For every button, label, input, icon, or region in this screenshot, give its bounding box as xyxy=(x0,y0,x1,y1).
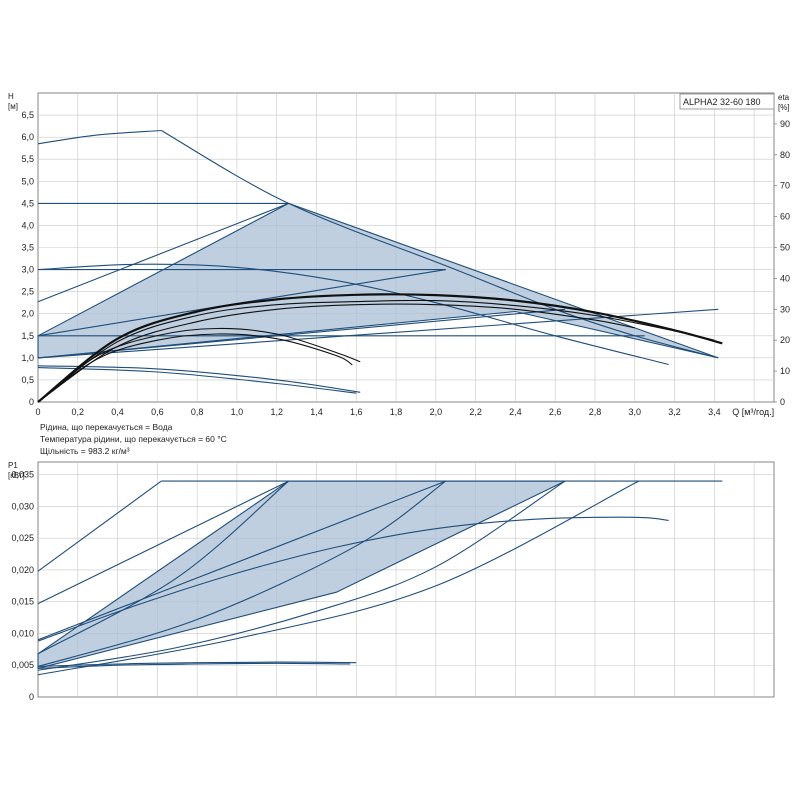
power-curve-8 xyxy=(37,516,669,642)
eta-tick-label: 50 xyxy=(780,243,790,253)
x-axis-title: Q [м³/год.] xyxy=(732,407,774,417)
head-y-tick-label: 5,5 xyxy=(21,154,34,164)
x-tick-label: 3,2 xyxy=(668,407,681,417)
power-curve-9 xyxy=(37,661,357,668)
eta-tick-label: 40 xyxy=(780,273,790,283)
head-y-tick-label: 0 xyxy=(29,397,34,407)
head-curve-5 xyxy=(37,202,289,303)
x-tick-label: 0 xyxy=(35,407,40,417)
head-y-tick-label: 4,5 xyxy=(21,198,34,208)
x-tick-label: 3,0 xyxy=(628,407,641,417)
x-tick-label: 0,8 xyxy=(191,407,204,417)
head-y-tick-label: 6,5 xyxy=(21,110,34,120)
head-curve-9 xyxy=(37,263,669,366)
eta-tick-label: 60 xyxy=(780,212,790,222)
x-tick-label: 3,4 xyxy=(708,407,721,417)
eta-tick-label: 30 xyxy=(780,304,790,314)
power-y-tick-label: 0,035 xyxy=(11,470,34,480)
fluid-note-temperature: Температура рідини, що перекачується = 6… xyxy=(40,434,227,444)
head-y-tick-label: 5,0 xyxy=(21,176,34,186)
x-tick-label: 2,6 xyxy=(549,407,562,417)
eta-tick-label: 10 xyxy=(780,366,790,376)
power-curve-7 xyxy=(37,480,446,641)
eta-tick-label: 20 xyxy=(780,335,790,345)
power-y-tick-label: 0,015 xyxy=(11,597,34,607)
x-tick-label: 1,0 xyxy=(231,407,244,417)
power-curve-10 xyxy=(37,662,351,669)
x-tick-label: 2,4 xyxy=(509,407,522,417)
head-y-tick-label: 1,0 xyxy=(21,353,34,363)
model-label: ALPHA2 32-60 180 xyxy=(683,97,761,107)
eta-curve-3 xyxy=(37,327,361,403)
head-y-tick-label: 4,0 xyxy=(21,220,34,230)
power-curve-5 xyxy=(37,480,566,671)
model-label-box xyxy=(679,93,775,110)
x-tick-label: 2,0 xyxy=(430,407,443,417)
eta-tick-label: 80 xyxy=(780,150,790,160)
head-y-axis-unit: [м] xyxy=(8,102,18,111)
x-tick-label: 1,4 xyxy=(310,407,323,417)
power-y-tick-label: 0,020 xyxy=(11,565,34,575)
x-tick-label: 2,8 xyxy=(589,407,602,417)
power-y-tick-label: 0,030 xyxy=(11,501,34,511)
head-curve-10 xyxy=(37,365,361,393)
head-curve-11 xyxy=(37,367,357,394)
fluid-note-liquid: Рідина, що перекачується = Вода xyxy=(40,422,173,432)
fluid-note-density: Щільність = 983.2 кг/м³ xyxy=(40,446,130,456)
head-y-tick-label: 3,0 xyxy=(21,265,34,275)
power-y-axis-unit: [кВт] xyxy=(8,471,25,480)
power-curve-3 xyxy=(37,480,289,655)
x-tick-label: 1,6 xyxy=(350,407,363,417)
x-tick-label: 1,8 xyxy=(390,407,403,417)
power-y-tick-label: 0,010 xyxy=(11,628,34,638)
eta-axis-title: eta xyxy=(778,93,790,102)
power-curve-0 xyxy=(37,480,162,572)
eta-axis-unit: [%] xyxy=(778,103,790,112)
head-curve-7 xyxy=(37,308,566,359)
eta-curve-4 xyxy=(37,333,353,403)
head-y-axis-title: H xyxy=(8,92,14,101)
power-y-axis-title: P1 xyxy=(8,461,18,470)
x-tick-label: 2,2 xyxy=(469,407,482,417)
head-y-tick-label: 2,0 xyxy=(21,309,34,319)
power-y-tick-label: 0,025 xyxy=(11,533,34,543)
x-tick-label: 0,2 xyxy=(72,407,85,417)
eta-curve-1 xyxy=(37,299,715,403)
power-curve-4 xyxy=(37,480,447,668)
head-y-tick-label: 1,5 xyxy=(21,331,34,341)
eta-tick-label: 0 xyxy=(780,397,785,407)
eta-tick-label: 70 xyxy=(780,181,790,191)
power-curve-2 xyxy=(37,480,289,605)
eta-curve-0 xyxy=(37,293,723,403)
head-y-tick-label: 0,5 xyxy=(21,375,34,385)
x-tick-label: 0,6 xyxy=(151,407,164,417)
head-curve-0 xyxy=(37,129,162,145)
x-tick-label: 0,4 xyxy=(111,407,124,417)
head-y-tick-label: 6,0 xyxy=(21,132,34,142)
power-y-tick-label: 0 xyxy=(29,692,34,702)
power-curve-6 xyxy=(37,480,639,676)
head-panel: 0 10 20 30 40 50 60 70 80 90 eta[%] 0 0,5 1,0 1,5 2,0 2,… xyxy=(8,92,790,417)
head-y-tick-label: 3,5 xyxy=(21,243,34,253)
eta-tick-label: 90 xyxy=(780,119,790,129)
power-panel: 0 0,005 0,010 0,015 0,020 0,025 0,030 0,035P1[к… xyxy=(8,461,775,702)
eta-curve-2 xyxy=(37,303,635,403)
head-y-tick-label: 2,5 xyxy=(21,287,34,297)
power-y-tick-label: 0,005 xyxy=(11,660,34,670)
x-tick-label: 1,2 xyxy=(270,407,283,417)
